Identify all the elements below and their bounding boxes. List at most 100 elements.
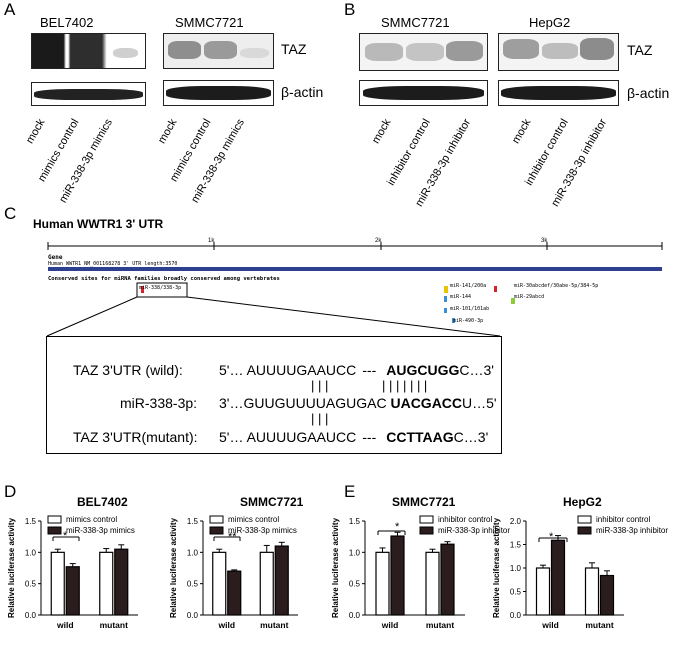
chart-0-xlabel-0: wild	[56, 620, 74, 630]
seq-mut: 5'… AUUUUGAAUCC --- CCTTAAGC…3'	[219, 429, 489, 445]
blot-b2-taz	[498, 33, 619, 71]
chart-2-legend-label-0: inhibitor control	[438, 515, 492, 524]
blot-a1-taz	[31, 33, 146, 69]
panel-a-cell-2-title: SMMC7721	[175, 15, 244, 30]
chart-0-legend-swatch-1	[47, 526, 62, 535]
seq-wild-label: TAZ 3'UTR (wild):	[73, 362, 183, 378]
utr-gene-bar	[48, 267, 662, 271]
site-338: miR-338/338-3p	[139, 285, 182, 291]
pairs-2: | | |	[311, 411, 329, 426]
pairs-1a: | | |	[311, 378, 329, 393]
site-marker-338	[141, 286, 144, 293]
conserved-label: Conserved sites for miRNA families broad…	[48, 276, 280, 282]
gene-label: Gene	[48, 254, 63, 261]
tick-3k: 3k	[541, 238, 548, 244]
lane-b1-2: inhibitor control	[385, 117, 434, 188]
tick-1k: 1k	[208, 238, 215, 244]
blot-b1-actin	[359, 80, 488, 106]
site-30: miR-30abcdef/30abe-5p/384-5p	[514, 283, 599, 289]
blot-b1-taz	[359, 33, 488, 71]
chart-2-legend-swatch-1	[419, 526, 434, 535]
chart-0-bar-1-1	[114, 548, 129, 616]
blot-a1-actin	[31, 82, 146, 106]
chart-0-legend-swatch-0	[47, 515, 62, 524]
sig-e1: *	[395, 521, 400, 533]
chart-1-ytick-label-1: 0.5	[187, 580, 199, 589]
chart-3-xlabel-0: wild	[541, 620, 559, 630]
panel-b-actin-label: β-actin	[627, 85, 670, 101]
chart-0-xlabel-1: mutant	[100, 620, 129, 630]
chart-3-title: HepG2	[563, 495, 602, 509]
tick-2k: 2k	[375, 238, 382, 244]
panel-b-taz-label: TAZ	[627, 42, 653, 58]
site-marker-101	[444, 308, 447, 313]
chart-1-legend-swatch-0	[209, 515, 224, 524]
panel-b-label: B	[344, 0, 356, 19]
seq-mir-label: miR-338-3p:	[120, 395, 198, 411]
chart-2-bar-0-0	[375, 551, 390, 616]
chart-1-title: SMMC7721	[240, 495, 304, 509]
chart-3-legend-swatch-1	[577, 526, 592, 535]
gene-desc: Human WWTR1 NM_001168278 3' UTR length:3…	[48, 261, 178, 267]
zoom-line-right	[186, 296, 501, 337]
lane-a2-1: mock	[155, 117, 180, 146]
chart-2-xlabel-0: wild	[381, 620, 399, 630]
chart-2-bar-0-1	[390, 535, 405, 616]
site-101: miR-101/101ab	[450, 306, 490, 312]
site-marker-29	[511, 298, 515, 304]
luciferase-charts: BEL7402 0.0 0.5 1.0 1.5 Relative luciferase a…	[7, 495, 668, 630]
chart-1-bar-1-0	[259, 551, 274, 616]
chart-1-legend-swatch-1	[209, 526, 224, 535]
blot-b2-actin	[498, 80, 619, 106]
sig-d2: **	[228, 531, 237, 543]
zoom-line-left	[46, 296, 138, 337]
chart-0-bar-0-0	[50, 551, 65, 616]
chart-0-bar-1-0	[99, 551, 114, 616]
seq-mut-label: TAZ 3'UTR(mutant):	[73, 429, 198, 445]
seq-wild: 5'… AUUUUGAAUCC --- AUGCUGGC…3'	[219, 362, 494, 378]
zoom-box	[136, 282, 188, 298]
chart-1-xlabel-0: wild	[217, 620, 235, 630]
chart-3-ytick-label-3: 1.5	[510, 541, 522, 550]
chart-3-bar-0-1	[550, 539, 566, 616]
panel-c-label: C	[4, 204, 17, 223]
panel-a-actin-label: β-actin	[281, 84, 324, 100]
site-marker-490	[452, 318, 455, 323]
sig-d1: *	[63, 530, 68, 542]
utr-map	[47, 242, 663, 323]
site-490: miR-490-3p	[453, 318, 484, 324]
blot-a2-actin	[163, 80, 274, 106]
chart-0-title: BEL7402	[77, 495, 128, 509]
chart-3-xlabel-1: mutant	[585, 620, 614, 630]
chart-3-legend-label-1: miR-338-3p inhibitor	[596, 526, 668, 535]
site-144: miR-144	[450, 294, 472, 300]
panel-a-cell-1-title: BEL7402	[40, 15, 94, 30]
chart-3-ytick-label-4: 2.0	[510, 517, 522, 526]
chart-3-ytick-label-2: 1.0	[510, 564, 522, 573]
panel-b-cell-2-title: HepG2	[529, 15, 571, 30]
chart-0-ylabel: Relative luciferase activity	[7, 517, 16, 618]
site-marker-30	[494, 286, 497, 292]
chart-3-legend-label-0: inhibitor control	[596, 515, 650, 524]
chart-2-bar-1-1	[440, 543, 455, 616]
chart-2-legend-swatch-0	[419, 515, 434, 524]
chart-2-bar-1-0	[425, 551, 440, 616]
site-141: miR-141/200a	[450, 283, 487, 289]
chart-0-legend-label-1: miR-338-3p mimics	[66, 526, 135, 535]
site-marker-141	[444, 286, 448, 293]
chart-1-xlabel-1: mutant	[260, 620, 289, 630]
chart-1-ylabel: Relative luciferase activity	[169, 517, 178, 618]
sequence-box	[46, 336, 502, 454]
panel-d-label: D	[4, 482, 17, 501]
utr-title: Human WWTR1 3' UTR	[33, 217, 164, 231]
chart-0-ytick-label-3: 1.5	[25, 517, 37, 526]
chart-1-ytick-label-0: 0.0	[187, 611, 199, 620]
site-29: miR-29abcd	[514, 294, 545, 300]
chart-1-bar-0-0	[212, 551, 227, 616]
chart-3-ylabel: Relative luciferase activity	[492, 517, 501, 618]
chart-1-ytick-label-3: 1.5	[187, 517, 199, 526]
panel-b-cell-1-title: SMMC7721	[381, 15, 450, 30]
chart-0-ytick-label-2: 1.0	[25, 548, 37, 557]
chart-3-bar-0-0	[535, 567, 551, 616]
chart-2-title: SMMC7721	[392, 495, 456, 509]
